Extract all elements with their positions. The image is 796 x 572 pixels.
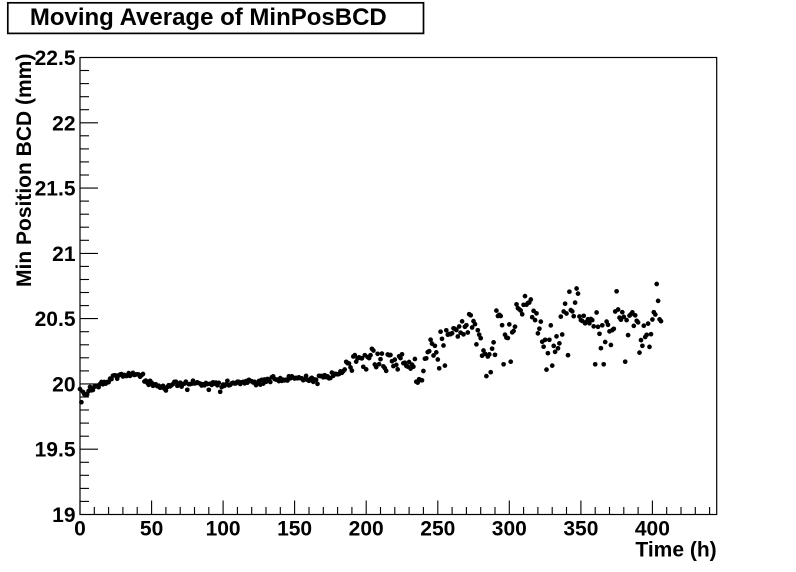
svg-text:Moving Average of MinPosBCD: Moving Average of MinPosBCD [30, 4, 387, 31]
svg-text:300: 300 [492, 518, 527, 541]
svg-text:20.5: 20.5 [35, 308, 76, 331]
svg-text:21.5: 21.5 [35, 178, 76, 201]
svg-text:19.5: 19.5 [35, 439, 76, 462]
svg-text:100: 100 [206, 518, 241, 541]
svg-text:200: 200 [349, 518, 384, 541]
svg-text:Min Position BCD (mm): Min Position BCD (mm) [13, 54, 36, 287]
svg-text:150: 150 [277, 518, 312, 541]
svg-text:22.5: 22.5 [35, 47, 76, 70]
svg-text:0: 0 [74, 518, 86, 541]
svg-text:Time (h): Time (h) [635, 539, 716, 562]
svg-text:50: 50 [140, 518, 163, 541]
svg-text:400: 400 [635, 518, 670, 541]
svg-text:20: 20 [52, 373, 75, 396]
svg-text:19: 19 [52, 504, 75, 527]
svg-text:22: 22 [52, 112, 75, 135]
svg-text:21: 21 [52, 243, 76, 266]
svg-text:350: 350 [563, 518, 598, 541]
svg-text:250: 250 [420, 518, 455, 541]
